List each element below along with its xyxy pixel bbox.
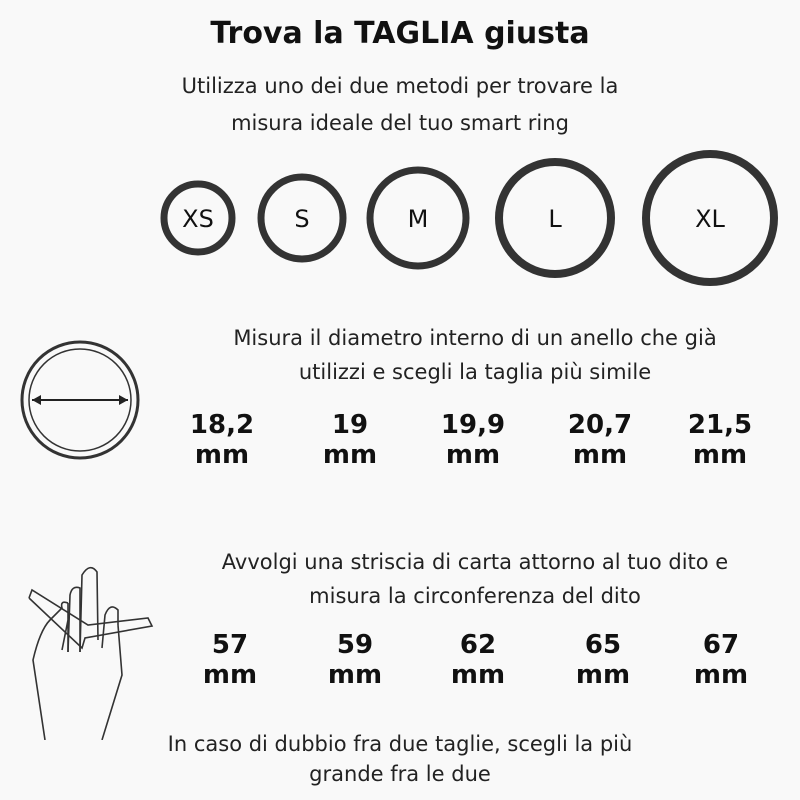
ring-s: S: [257, 173, 347, 263]
ring-label-l: L: [548, 205, 562, 233]
note-line-2: grande fra le due: [309, 762, 491, 786]
value: 20,7: [567, 410, 633, 440]
ring-label-xs: XS: [182, 205, 214, 233]
circumference-instruction-line-2: misura la circonferenza del dito: [309, 584, 641, 608]
ring-sizes: XS S M L XL: [160, 150, 778, 286]
diameter-value-xl: 21,5 mm: [660, 410, 780, 470]
value: 59: [336, 630, 374, 660]
diameter-value-s: 19 mm: [290, 410, 410, 470]
unit: mm: [322, 440, 378, 470]
value: 65: [584, 630, 622, 660]
ring-label-m: M: [408, 205, 429, 233]
value: 57: [211, 630, 249, 660]
diameter-instruction-line-2: utilizzi e scegli la taglia più simile: [298, 360, 652, 384]
ring-l: L: [495, 158, 615, 278]
unit: mm: [572, 440, 628, 470]
value: 67: [702, 630, 740, 660]
unit: mm: [575, 660, 631, 690]
note-line-1: In caso di dubbio fra due taglie, scegli…: [167, 732, 633, 756]
unit: mm: [327, 660, 383, 690]
unit: mm: [202, 660, 258, 690]
diameter-value-xs: 18,2 mm: [162, 410, 282, 470]
circumference-value-xs: 57 mm: [170, 630, 290, 690]
subtitle-line-2: misura ideale del tuo smart ring: [231, 111, 569, 135]
diameter-value-m: 19,9 mm: [413, 410, 533, 470]
ring-m: M: [366, 166, 470, 270]
circumference-value-l: 65 mm: [543, 630, 663, 690]
ring-label-s: S: [294, 205, 309, 233]
unit: mm: [693, 660, 749, 690]
diameter-value-l: 20,7 mm: [540, 410, 660, 470]
unit: mm: [692, 440, 748, 470]
unit: mm: [450, 660, 506, 690]
hand-paper-strip-icon: [28, 566, 154, 740]
ring-diameter-icon: [20, 340, 140, 460]
ring-xl: XL: [642, 150, 778, 286]
unit: mm: [194, 440, 250, 470]
circumference-instruction-line-1: Avvolgi una striscia di carta attorno al…: [221, 550, 729, 574]
circumference-value-m: 62 mm: [418, 630, 538, 690]
value: 19,9: [440, 410, 506, 440]
value: 18,2: [189, 410, 255, 440]
diameter-instruction-line-1: Misura il diametro interno di un anello …: [233, 326, 717, 350]
ring-xs: XS: [160, 180, 236, 256]
unit: mm: [445, 440, 501, 470]
circumference-value-s: 59 mm: [295, 630, 415, 690]
value: 21,5: [687, 410, 753, 440]
value: 19: [331, 410, 369, 440]
ring-label-xl: XL: [695, 205, 725, 233]
subtitle-line-1: Utilizza uno dei due metodi per trovare …: [181, 74, 619, 98]
value: 62: [459, 630, 497, 660]
page-title: Trova la TAGLIA giusta: [210, 16, 590, 51]
circumference-value-xl: 67 mm: [661, 630, 781, 690]
